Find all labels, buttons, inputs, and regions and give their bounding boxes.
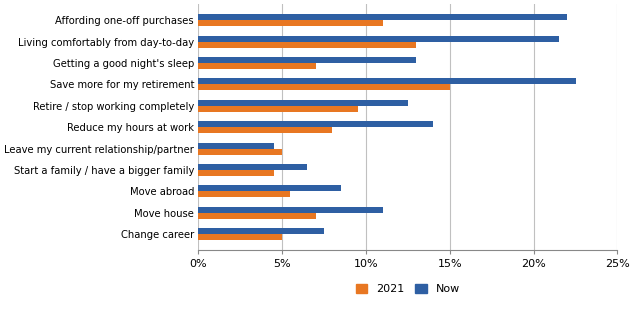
Bar xyxy=(198,84,450,90)
Bar xyxy=(198,185,340,192)
Bar xyxy=(198,100,408,106)
Bar xyxy=(198,192,290,197)
Bar xyxy=(198,170,274,176)
Bar xyxy=(198,14,567,20)
Bar xyxy=(198,42,416,47)
Bar xyxy=(198,149,282,155)
Bar xyxy=(198,106,358,112)
Bar xyxy=(198,234,282,240)
Bar xyxy=(198,143,274,149)
Bar xyxy=(198,36,559,42)
Bar xyxy=(198,228,324,234)
Bar xyxy=(198,164,307,170)
Bar xyxy=(198,78,576,84)
Bar xyxy=(198,57,416,63)
Bar xyxy=(198,20,383,26)
Bar xyxy=(198,63,316,69)
Bar xyxy=(198,207,383,213)
Bar xyxy=(198,121,433,127)
Legend: 2021, Now: 2021, Now xyxy=(352,280,464,299)
Bar xyxy=(198,127,332,133)
Bar xyxy=(198,213,316,219)
